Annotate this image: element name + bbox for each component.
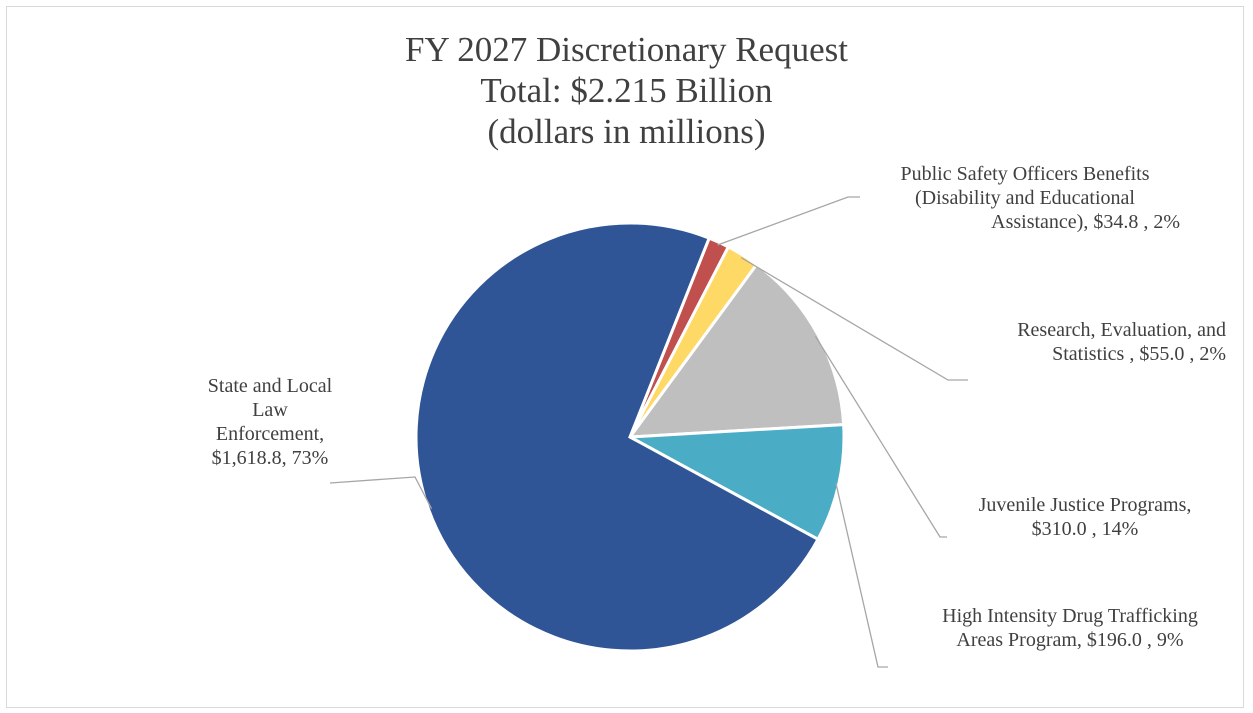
chart-title-line-3: (dollars in millions)	[487, 112, 766, 151]
leader-line-research	[740, 257, 968, 381]
slice-label-state-local: State and Local Law Enforcement, $1,618.…	[207, 375, 333, 469]
slice-hidta	[624, 423, 846, 542]
slice-label-psob: Public Safety Officers Benefits (Disabil…	[900, 163, 1180, 233]
leader-line-juvenile	[814, 335, 947, 538]
chart-title-line-2: Total: $2.215 Billion	[480, 71, 773, 110]
slice-label-research: Research, Evaluation, and Statistics , $…	[1017, 319, 1226, 365]
leader-line-hidta	[835, 482, 888, 668]
slice-state-local	[414, 221, 821, 653]
slice-label-hidta: High Intensity Drug Trafficking Areas Pr…	[942, 605, 1198, 651]
leader-line-psob	[717, 196, 860, 246]
chart-title-line-1: FY 2027 Discretionary Request	[405, 30, 848, 69]
leader-line-state-local	[329, 476, 433, 510]
slice-label-juvenile: Juvenile Justice Programs, $310.0 , 14%	[978, 494, 1192, 540]
